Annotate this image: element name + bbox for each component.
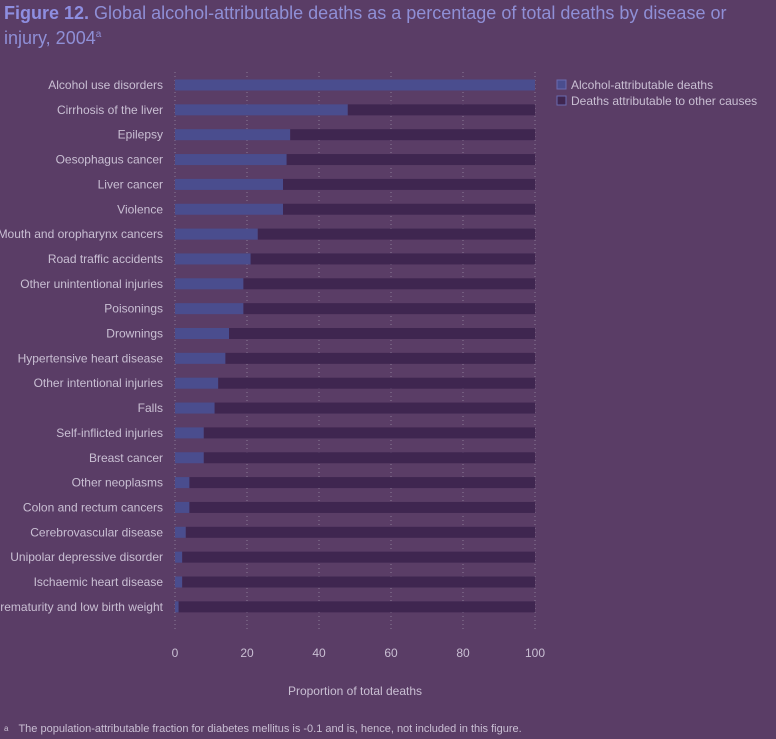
x-tick-label: 0 (172, 646, 179, 660)
category-label: Colon and rectum cancers (23, 500, 163, 514)
bar-alcohol-attributable (175, 129, 291, 141)
bar-alcohol-attributable (175, 477, 190, 489)
bar-other-causes (218, 377, 535, 389)
bar-other-causes (225, 352, 535, 364)
figure-label: Figure 12. (4, 3, 90, 23)
legend-label: Alcohol-attributable deaths (571, 78, 713, 92)
category-label: Epilepsy (118, 128, 163, 142)
bar-alcohol-attributable (175, 303, 244, 315)
bar-alcohol-attributable (175, 228, 258, 240)
x-tick-label: 100 (525, 646, 545, 660)
bar-other-causes (178, 601, 535, 613)
figure-title-text: Global alcohol-attributable deaths as a … (4, 3, 727, 48)
bar-alcohol-attributable (175, 79, 535, 91)
footnote-marker: a (4, 724, 9, 733)
legend-swatch (556, 95, 567, 106)
category-label: Liver cancer (98, 177, 163, 191)
bar-other-causes (257, 228, 535, 240)
bar-other-causes (286, 154, 535, 166)
bar-alcohol-attributable (175, 352, 226, 364)
bar-alcohol-attributable (175, 203, 283, 215)
category-label: Hypertensive heart disease (18, 351, 164, 365)
bar-alcohol-attributable (175, 278, 244, 290)
bar-alcohol-attributable (175, 551, 183, 563)
bar-alcohol-attributable (175, 178, 283, 190)
x-tick-label: 80 (456, 646, 470, 660)
bar-alcohol-attributable (175, 452, 204, 464)
category-label: Other unintentional injuries (20, 277, 163, 291)
bar-other-causes (243, 278, 535, 290)
bar-other-causes (229, 328, 535, 339)
chart-title: Figure 12. Global alcohol-attributable d… (4, 2, 774, 49)
category-label: Road traffic accidents (48, 252, 163, 266)
bar-alcohol-attributable (175, 501, 190, 513)
bar-other-causes (189, 477, 535, 489)
bar-alcohol-attributable (175, 427, 204, 439)
footnote: a The population-attributable fraction fo… (4, 722, 774, 736)
bar-other-causes (203, 452, 536, 464)
category-label: Cerebrovascular disease (30, 525, 163, 539)
category-label: Other neoplasms (72, 476, 163, 490)
footnote-text: The population-attributable fraction for… (18, 723, 522, 735)
x-tick-label: 40 (312, 646, 326, 660)
category-label: Self-inflicted injuries (56, 426, 163, 440)
title-footnote-marker: a (95, 29, 102, 40)
bar-alcohol-attributable (175, 104, 348, 116)
category-label: Cirrhosis of the liver (57, 103, 163, 117)
category-label: Poisonings (104, 302, 163, 316)
bar-other-causes (250, 253, 535, 265)
category-label: Falls (138, 401, 163, 415)
x-axis-label: Proportion of total deaths (288, 684, 422, 698)
category-label: Mouth and oropharynx cancers (0, 227, 163, 241)
bar-other-causes (283, 178, 535, 190)
bar-other-causes (185, 526, 536, 538)
bar-other-causes (214, 402, 535, 414)
category-label: Drownings (106, 327, 163, 341)
category-label: Prematurity and low birth weight (0, 600, 164, 614)
legend-swatch (556, 79, 567, 90)
bar-alcohol-attributable (175, 328, 229, 339)
x-tick-label: 60 (384, 646, 398, 660)
bar-other-causes (182, 551, 535, 563)
legend-label: Deaths attributable to other causes (571, 94, 757, 108)
category-label: Other intentional injuries (34, 376, 163, 390)
bar-other-causes (203, 427, 536, 439)
bar-alcohol-attributable (175, 402, 215, 414)
bar-alcohol-attributable (175, 601, 179, 613)
category-label: Alcohol use disorders (48, 78, 163, 92)
bar-other-causes (182, 576, 535, 588)
category-label: Violence (117, 202, 163, 216)
category-label: Ischaemic heart disease (34, 575, 164, 589)
bar-alcohol-attributable (175, 576, 183, 588)
bar-alcohol-attributable (175, 253, 251, 265)
bar-alcohol-attributable (175, 526, 186, 538)
bar-other-causes (290, 129, 535, 141)
category-label: Breast cancer (89, 451, 163, 465)
x-tick-label: 20 (240, 646, 254, 660)
bar-alcohol-attributable (175, 377, 219, 389)
bar-other-causes (283, 203, 535, 215)
category-label: Oesophagus cancer (56, 153, 163, 167)
bar-alcohol-attributable (175, 154, 287, 166)
bar-other-causes (347, 104, 535, 116)
bar-other-causes (189, 501, 535, 513)
category-label: Unipolar depressive disorder (10, 550, 163, 564)
bar-other-causes (243, 303, 535, 315)
